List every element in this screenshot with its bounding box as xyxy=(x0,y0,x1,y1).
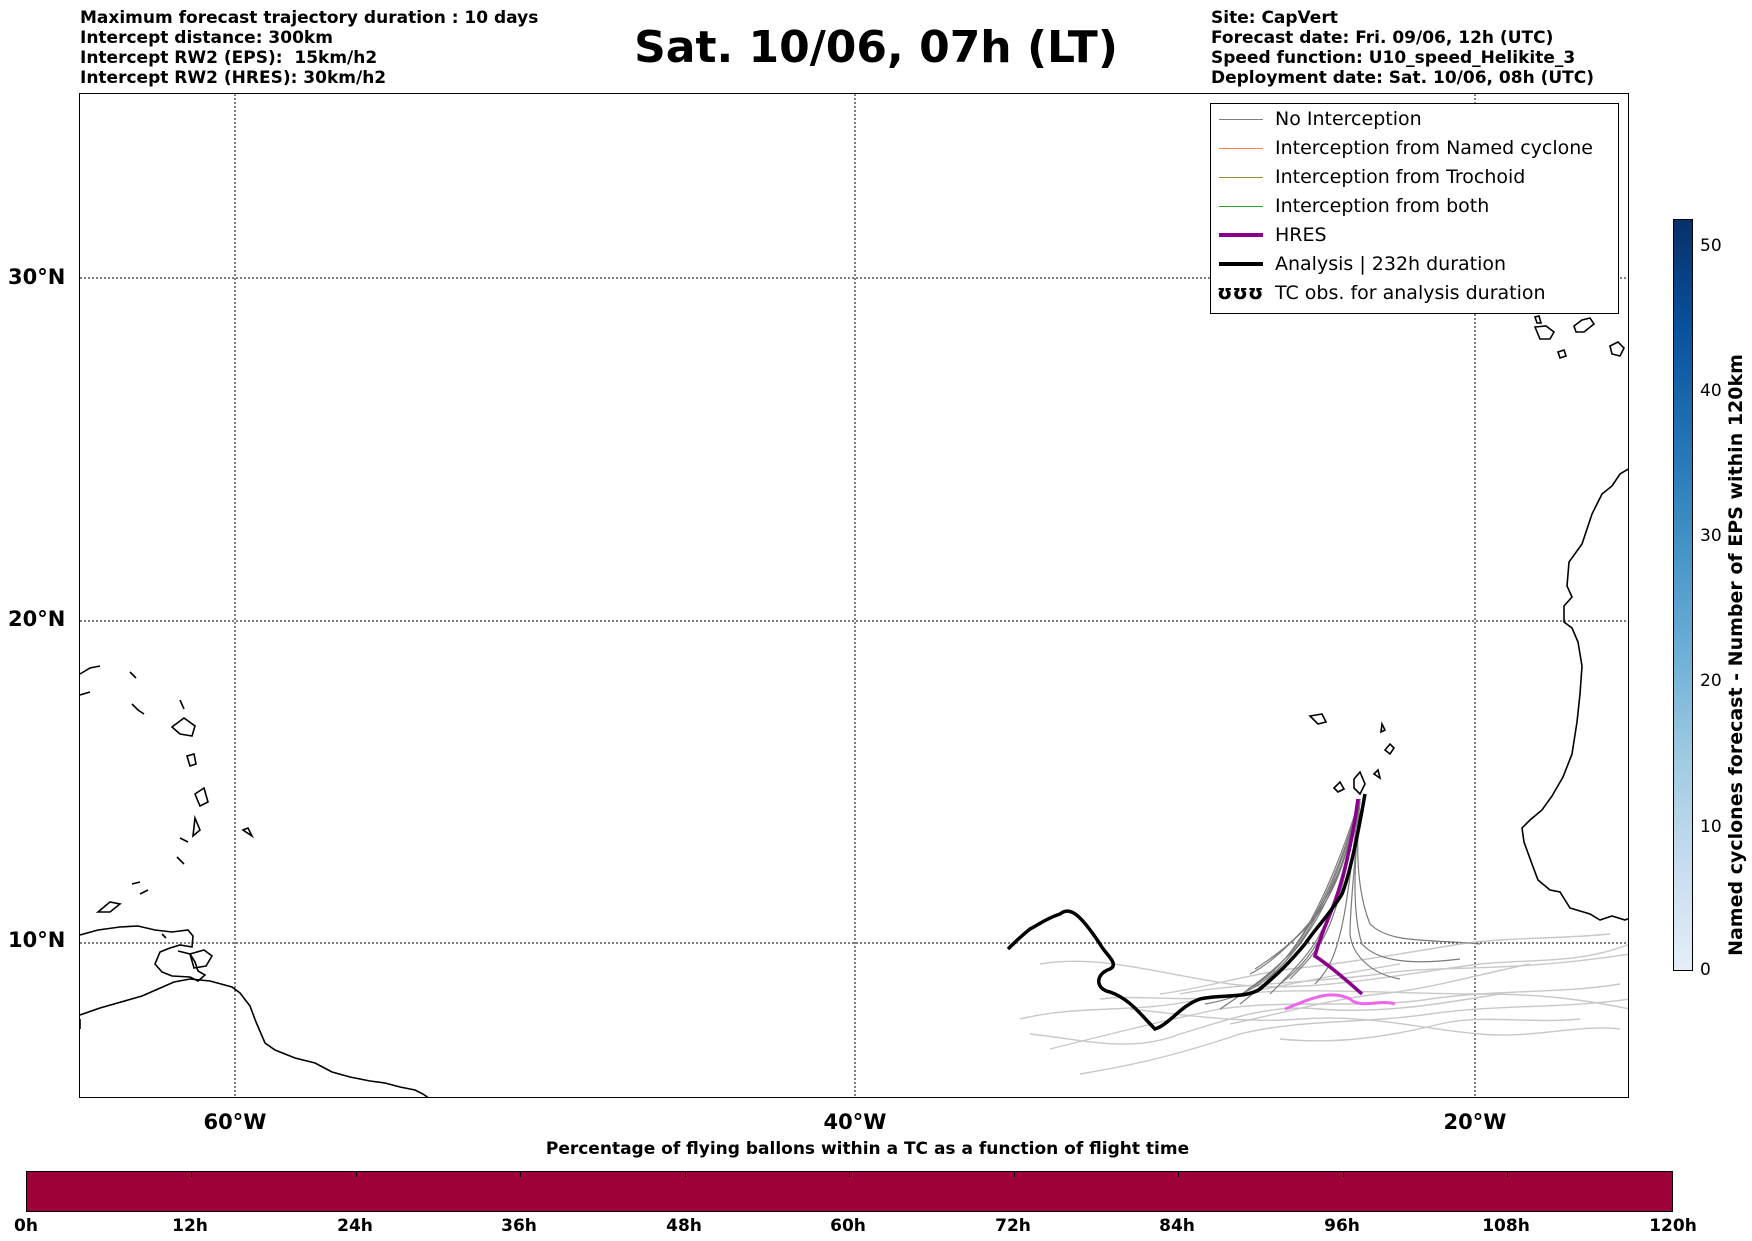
lat-label-30n: 30°N xyxy=(8,265,66,289)
capverde-1 xyxy=(1308,713,1328,725)
legend-label: No Interception xyxy=(1275,108,1422,130)
island-small-2 xyxy=(95,881,149,913)
site-info: Site: CapVert Forecast date: Fri. 09/06,… xyxy=(1211,8,1594,88)
legend-label: Interception from both xyxy=(1275,195,1490,217)
colorbar-tick: 40 xyxy=(1700,381,1722,401)
colorbar-tick: 10 xyxy=(1700,817,1722,837)
colorbar-tick-mark xyxy=(356,1172,357,1177)
legend-item-trochoid: Interception from Trochoid xyxy=(1211,164,1618,190)
speed-function-text: Speed function: U10_speed_Helikite_3 xyxy=(1211,48,1576,68)
flight-time-label: 36h xyxy=(501,1216,537,1236)
legend-label: Analysis | 232h duration xyxy=(1275,253,1507,275)
legend-swatch xyxy=(1219,119,1263,120)
tc-symbol-icon: ʊʊʊ xyxy=(1217,280,1264,304)
trinidad xyxy=(189,949,214,969)
colorbar-tick-mark xyxy=(1178,1172,1179,1177)
flight-time-label: 84h xyxy=(1159,1216,1195,1236)
deployment-date-text: Deployment date: Sat. 10/06, 08h (UTC) xyxy=(1211,68,1595,88)
flight-time-colorbar xyxy=(26,1171,1673,1212)
site-text: Site: CapVert xyxy=(1211,8,1338,28)
capverde-2 xyxy=(1380,721,1387,734)
legend-item-analysis: Analysis | 232h duration xyxy=(1211,251,1618,277)
legend-label: Interception from Trochoid xyxy=(1275,166,1526,188)
colorbar-tick-mark xyxy=(191,1172,192,1177)
legend-swatch xyxy=(1219,148,1263,149)
capverde-4 xyxy=(1353,770,1366,796)
canary-island-4 xyxy=(1556,348,1568,360)
flight-time-label: 96h xyxy=(1324,1216,1360,1236)
hres-tail-trajectory xyxy=(1284,993,1396,1011)
legend-swatch xyxy=(1219,233,1263,237)
canary-island-2 xyxy=(1573,317,1596,333)
max-duration-text: Maximum forecast trajectory duration : 1… xyxy=(80,8,539,28)
colorbar-tick: 0 xyxy=(1700,960,1711,980)
flight-time-label: 0h xyxy=(14,1216,38,1236)
capverde-5 xyxy=(1332,780,1346,793)
map-canvas[interactable] xyxy=(80,94,1629,1098)
lat-label-10n: 10°N xyxy=(8,928,66,952)
legend-item-named-cyclone: Interception from Named cyclone xyxy=(1211,135,1618,161)
canary-island-3 xyxy=(1609,341,1625,357)
colorbar-label: Named cyclones forecast - Number of EPS … xyxy=(1725,354,1747,956)
colorbar-tick-mark xyxy=(1014,1172,1015,1177)
flight-time-label: 60h xyxy=(830,1216,866,1236)
legend-item-both: Interception from both xyxy=(1211,193,1618,219)
colorbar-tick-mark xyxy=(520,1172,521,1177)
colorbar-tick-mark xyxy=(1507,1172,1508,1177)
colorbar-tick: 50 xyxy=(1700,236,1722,256)
capverde-3 xyxy=(1383,742,1396,756)
legend-label: TC obs. for analysis duration xyxy=(1275,282,1546,304)
flight-time-label: 12h xyxy=(172,1216,208,1236)
hres-trajectory xyxy=(1313,798,1364,996)
page-title: Sat. 10/06, 07h (LT) xyxy=(634,22,1118,73)
legend-item-no-interception: No Interception xyxy=(1211,106,1618,132)
colorbar-tick: 20 xyxy=(1700,671,1722,691)
lon-label-60w: 60°W xyxy=(203,1110,267,1134)
lon-label-20w: 20°W xyxy=(1443,1110,1507,1134)
colorbar-tick: 30 xyxy=(1700,526,1722,546)
graticule xyxy=(80,94,1628,1097)
flight-time-label: 120h xyxy=(1649,1216,1697,1236)
analysis-trajectory xyxy=(1006,793,1367,1032)
flight-time-colorbar-title: Percentage of flying ballons within a TC… xyxy=(545,1139,1190,1159)
flight-time-label: 48h xyxy=(666,1216,702,1236)
caribbean-islands xyxy=(80,665,209,1029)
intercept-eps-text: Intercept RW2 (EPS): 15km/h2 xyxy=(80,48,378,68)
flight-time-label: 24h xyxy=(337,1216,373,1236)
island-small xyxy=(241,826,255,839)
forecast-settings: Maximum forecast trajectory duration : 1… xyxy=(80,8,538,88)
legend-item-hres: HRES xyxy=(1211,222,1618,248)
canary-island-1 xyxy=(1533,325,1556,340)
canary-island-5 xyxy=(1533,315,1543,324)
legend-swatch xyxy=(1219,206,1263,207)
colorbar-tick-mark xyxy=(1343,1172,1344,1177)
forecast-date-text: Forecast date: Fri. 09/06, 12h (UTC) xyxy=(1211,28,1554,48)
cyclone-colorbar xyxy=(1673,219,1693,971)
legend-item-tc-obs: ʊʊʊ TC obs. for analysis duration xyxy=(1211,280,1618,306)
colorbar-tick-mark xyxy=(685,1172,686,1177)
flight-time-label: 72h xyxy=(995,1216,1031,1236)
coastlines xyxy=(80,315,1628,1097)
africa-coast xyxy=(1521,468,1628,921)
capverde-6 xyxy=(1372,768,1382,780)
legend-swatch xyxy=(1219,177,1263,178)
intercept-hres-text: Intercept RW2 (HRES): 30km/h2 xyxy=(80,68,387,88)
legend-label: HRES xyxy=(1275,224,1327,246)
legend-swatch xyxy=(1219,262,1263,266)
eps-trajectories-far xyxy=(1019,933,1628,1075)
venezuela-coast xyxy=(80,925,207,982)
lat-label-20n: 20°N xyxy=(8,607,66,631)
intercept-distance-text: Intercept distance: 300km xyxy=(80,28,333,48)
colorbar-tick-mark xyxy=(849,1172,850,1177)
lon-label-40w: 40°W xyxy=(823,1110,887,1134)
flight-time-label: 108h xyxy=(1482,1216,1530,1236)
south-america-coast xyxy=(80,978,429,1097)
map-legend: No Interception Interception from Named … xyxy=(1210,103,1619,314)
legend-label: Interception from Named cyclone xyxy=(1275,137,1593,159)
